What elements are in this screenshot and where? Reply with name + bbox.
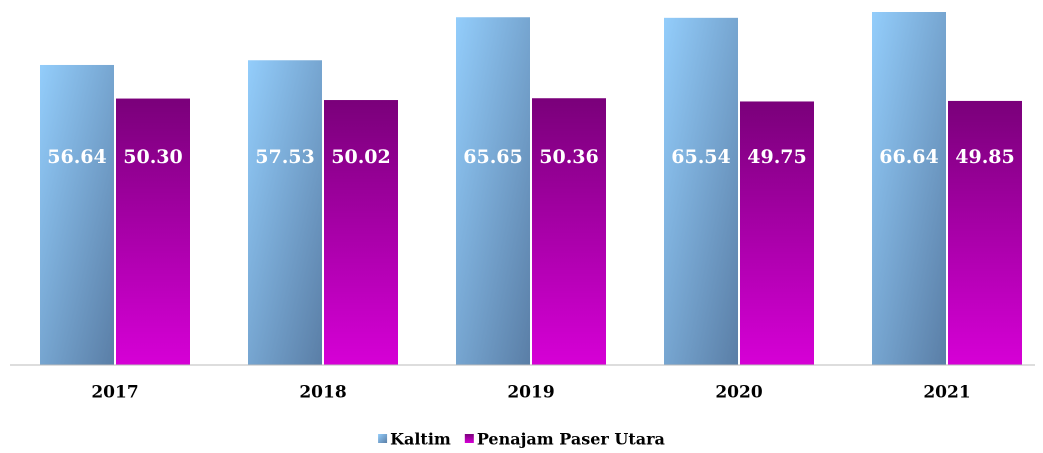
legend-label: Kaltim [390,430,451,449]
legend: Kaltim Penajam Paser Utara [378,430,665,449]
bar [664,17,738,365]
data-label: 49.75 [747,146,807,168]
data-label: 66.64 [879,146,939,168]
bar [948,100,1022,365]
legend-label: Penajam Paser Utara [477,430,665,449]
bar [324,100,398,365]
data-label: 50.02 [331,146,391,168]
bar [532,98,606,365]
x-tick-label: 2017 [91,383,138,403]
x-tick-label: 2018 [299,383,346,403]
data-label: 50.36 [539,146,599,168]
bar [116,98,190,365]
data-label: 56.64 [47,146,107,168]
data-label: 57.53 [255,146,315,168]
x-tick-label: 2021 [923,383,970,403]
legend-swatch [378,434,388,443]
bar [40,64,114,365]
bar [456,17,530,366]
data-label: 49.85 [955,146,1015,168]
data-label: 65.65 [463,146,523,168]
x-tick-label: 2020 [715,383,762,403]
x-tick-label: 2019 [507,383,554,403]
bar [248,60,322,366]
data-label: 50.30 [123,146,183,168]
data-label: 65.54 [671,146,731,168]
bar [740,101,814,366]
legend-swatch [464,434,474,443]
bar [872,12,946,365]
